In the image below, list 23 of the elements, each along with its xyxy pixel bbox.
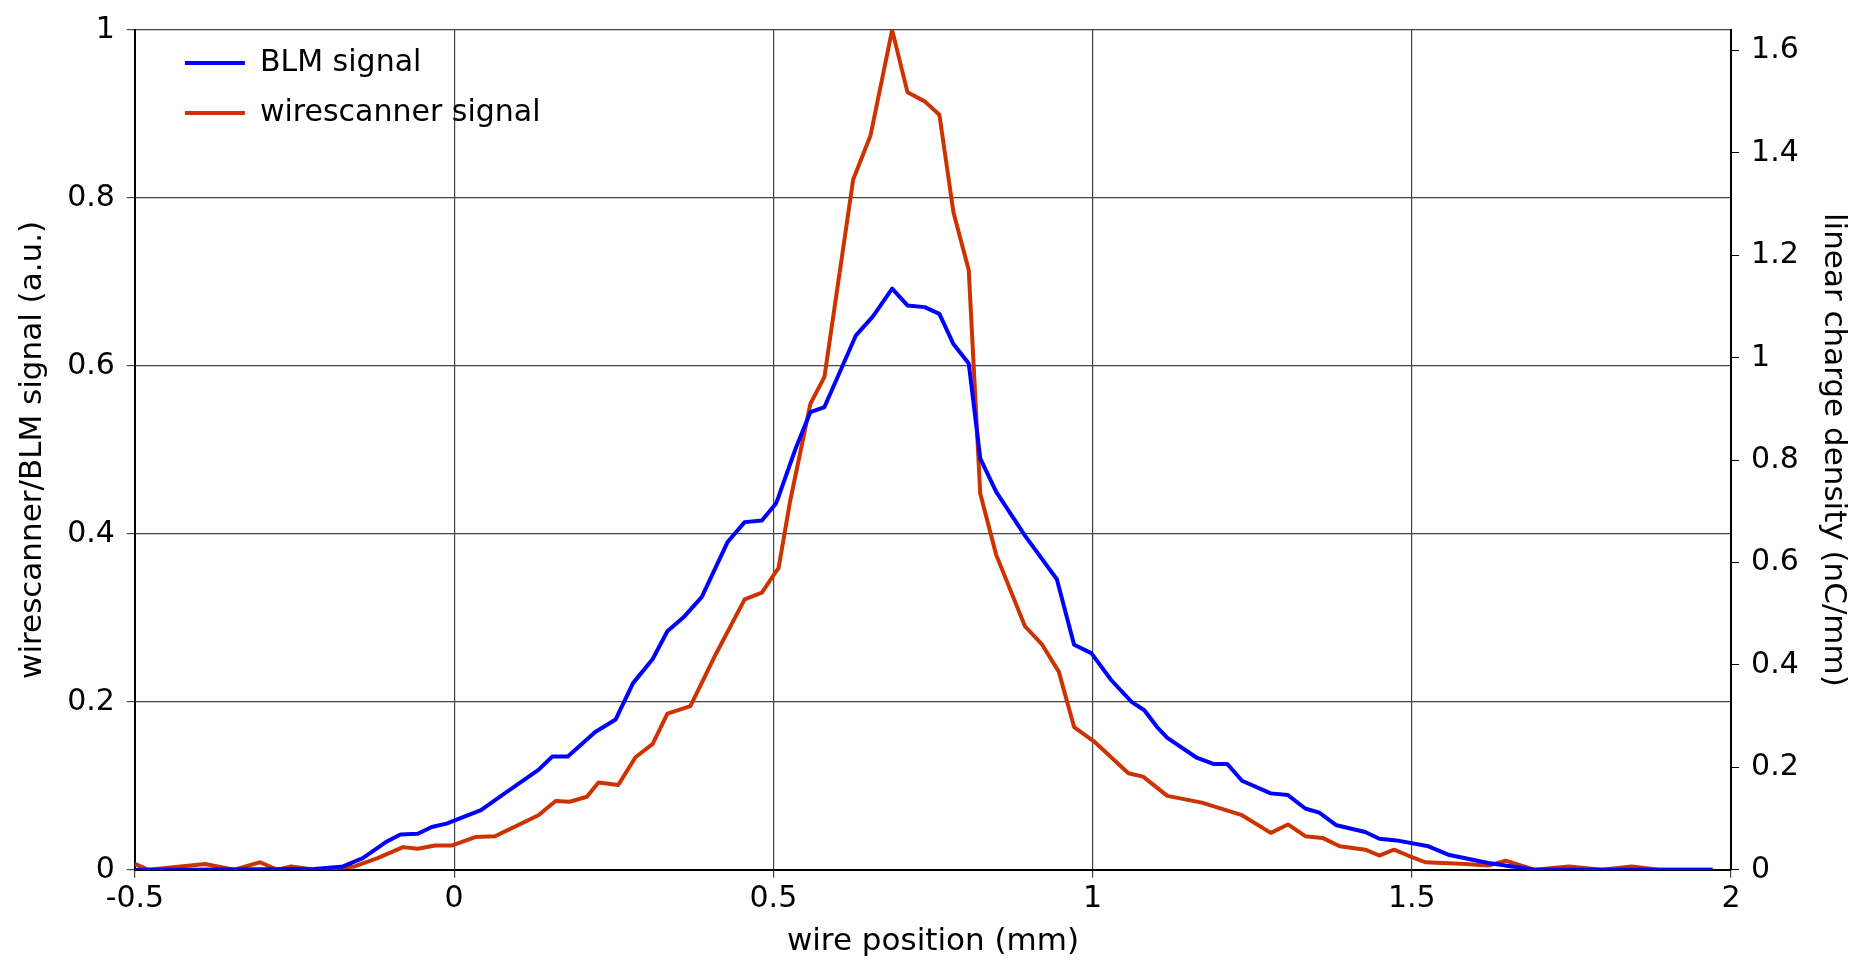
legend-label: BLM signal xyxy=(259,42,422,78)
y2-tick-label: 0.2 xyxy=(1751,747,1799,783)
y2-tick-label: 1.4 xyxy=(1751,132,1799,168)
y2-tick-label: 0.6 xyxy=(1751,542,1799,578)
x-tick-label: 1.5 xyxy=(1387,878,1436,914)
y2-tick-label: 0.8 xyxy=(1751,439,1799,475)
x-tick-label: 2 xyxy=(1721,878,1741,914)
x-tick-label: 0.5 xyxy=(749,878,798,914)
y-tick-label: 0.4 xyxy=(67,513,115,549)
y2-tick-label: 0 xyxy=(1751,849,1771,885)
y2-tick-label: 0.4 xyxy=(1751,644,1799,680)
y-tick-label: 1 xyxy=(95,9,115,45)
y-tick-label: 0.8 xyxy=(67,177,115,213)
y2-tick-label: 1.6 xyxy=(1751,30,1799,66)
y-tick-label: 0.2 xyxy=(67,681,115,717)
y2-tick-label: 1.2 xyxy=(1751,235,1799,271)
x-tick-label: 1 xyxy=(1083,878,1103,914)
y2-tick-label: 1 xyxy=(1751,337,1771,373)
y-tick-label: 0.6 xyxy=(67,345,115,381)
y-axis-title: wirescanner/BLM signal (a.u.) xyxy=(11,220,48,679)
y2-axis-title: linear charge density (nC/mm) xyxy=(1818,212,1855,687)
x-tick-label: 0 xyxy=(444,878,464,914)
x-axis-title: wire position (mm) xyxy=(786,921,1080,958)
